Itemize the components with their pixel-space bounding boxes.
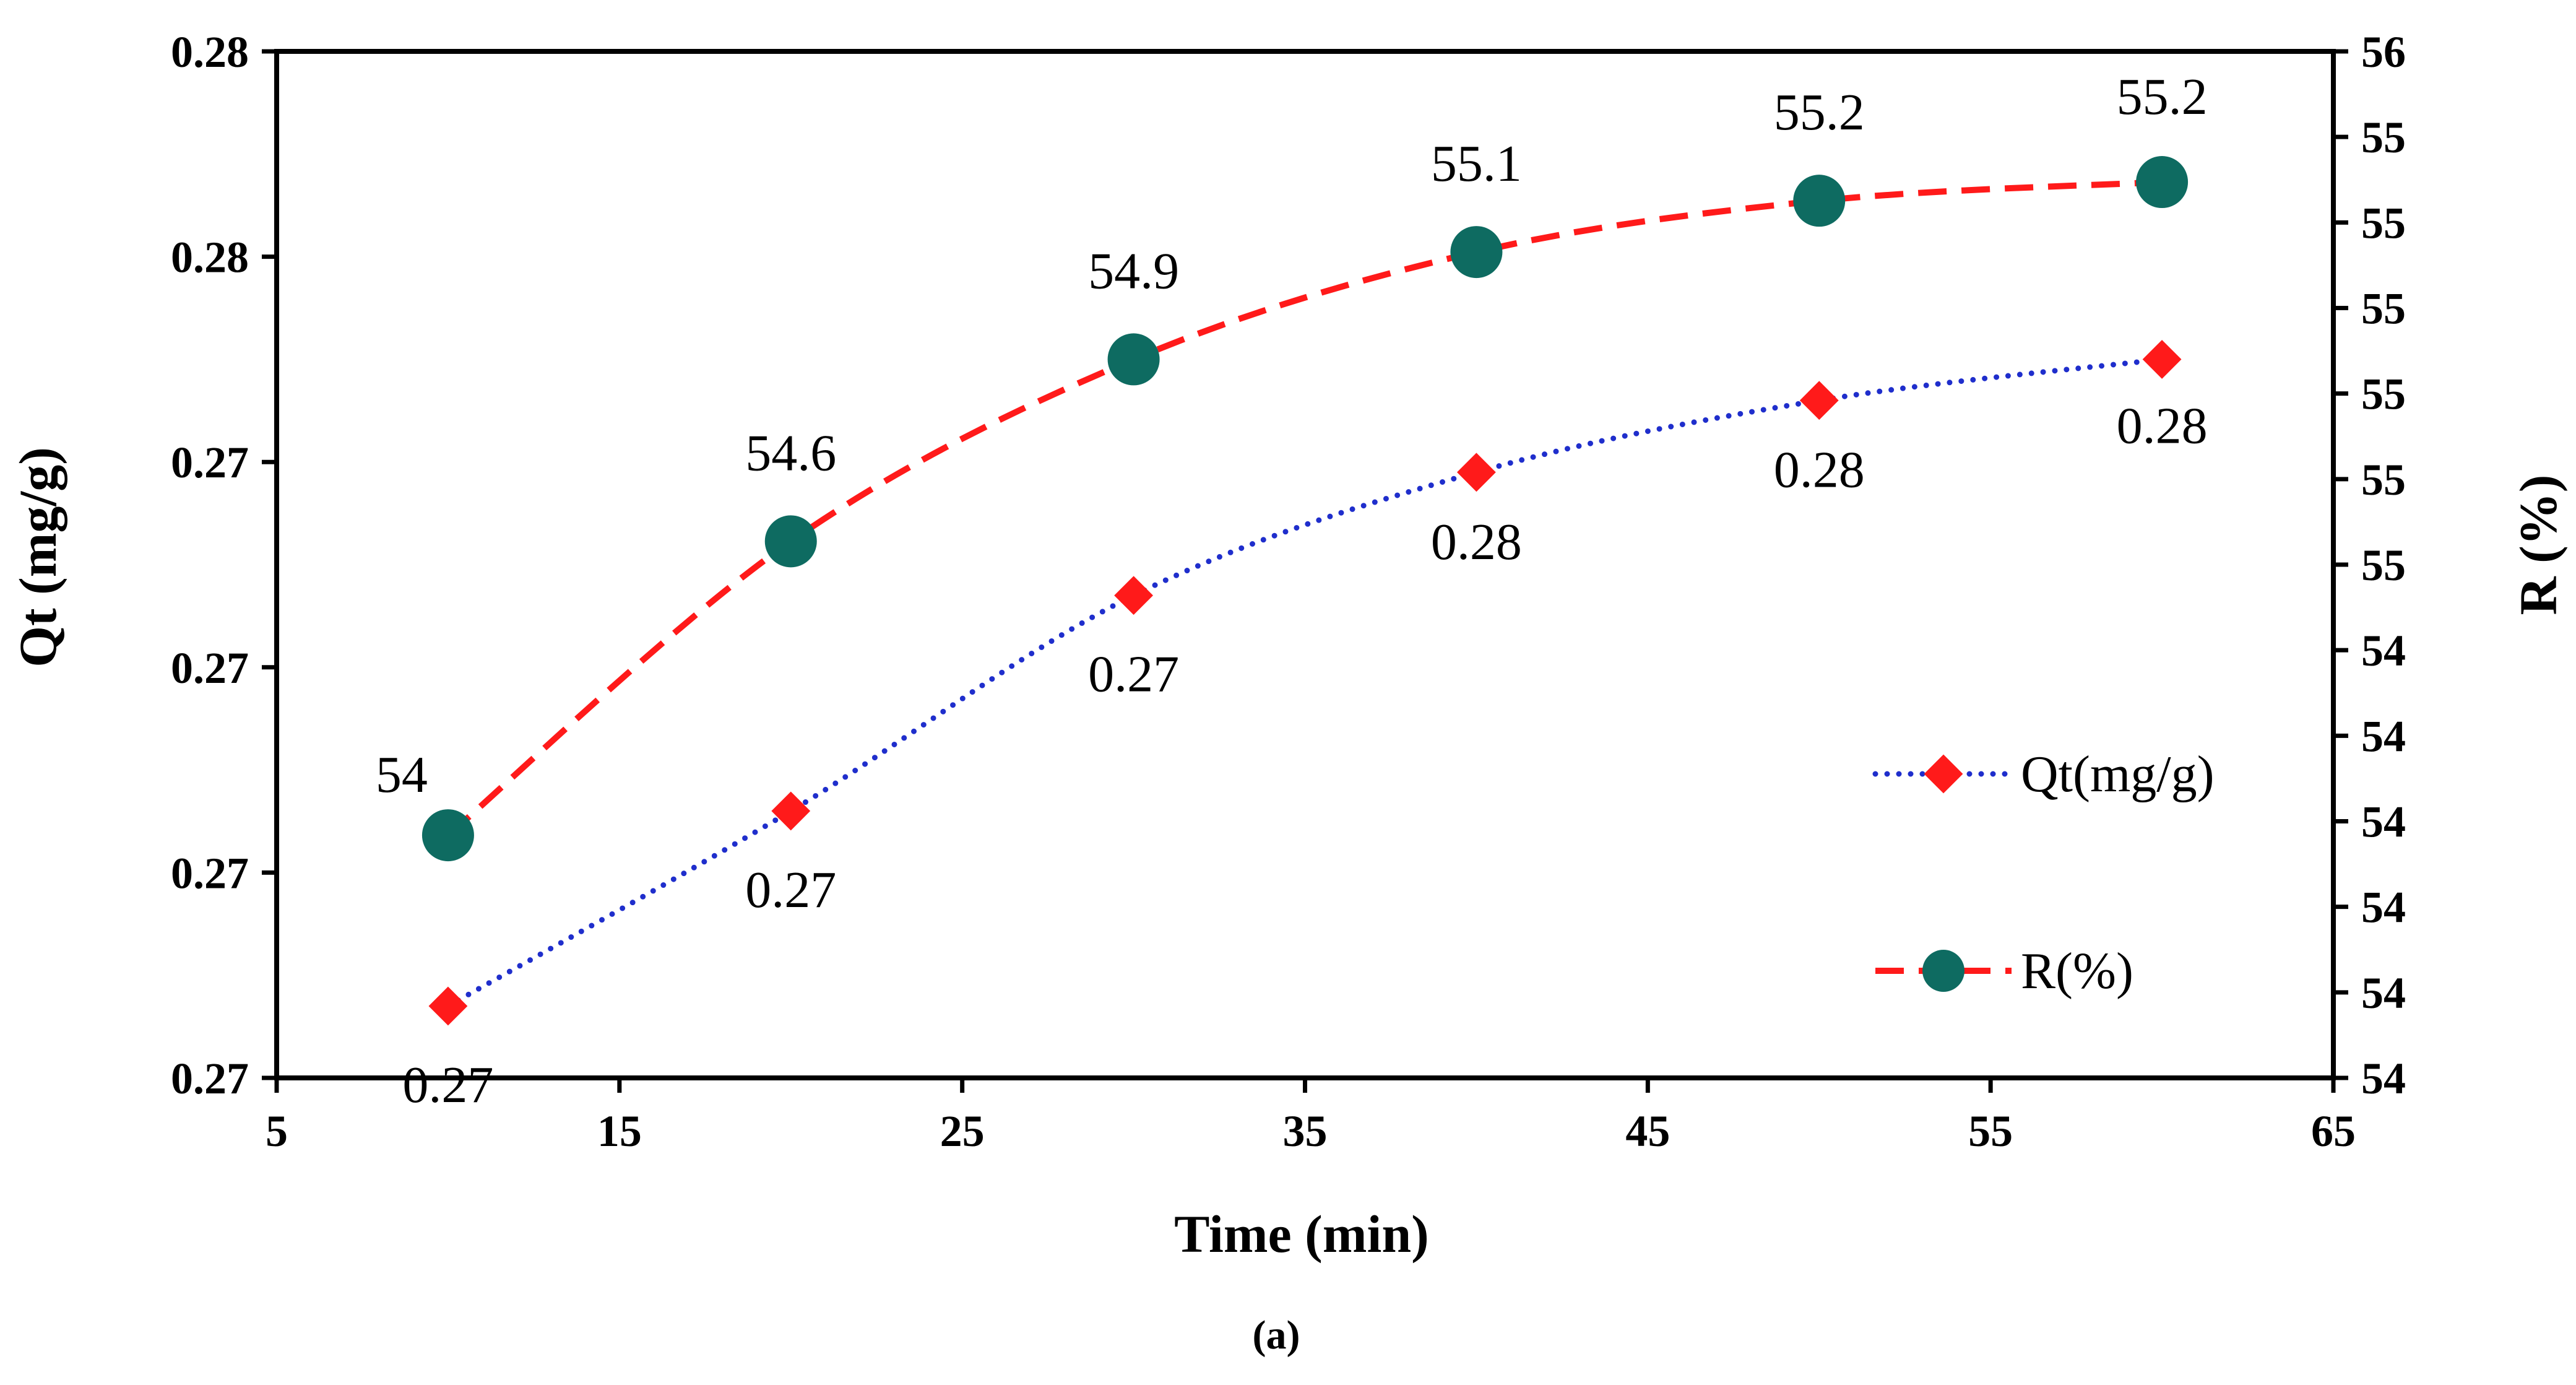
r-data-label: 55.2 [1774,84,1865,141]
y-axis-right-title: R (%) [2509,475,2568,615]
qt-data-label: 0.28 [1431,513,1522,571]
r-data-point [1450,226,1503,279]
y-right-tick-label: 55 [2361,284,2406,334]
qt-data-point [428,986,468,1026]
y-right-tick-label: 55 [2361,541,2406,590]
plot-area-frame [274,49,2336,1080]
y-left-tick-label: 0.27 [171,438,249,487]
y-right-tick-label: 54 [2361,711,2406,761]
x-tick-label: 45 [1625,1106,1670,1156]
figure-caption: (a) [1253,1313,1300,1358]
legend-label-r: R(%) [2021,942,2133,1000]
qt-data-point [1799,381,1839,420]
r-data-label: 54.9 [1088,242,1179,300]
y-right-tick-label: 55 [2361,198,2406,248]
y-axis-left-title: Qt (mg/g) [8,447,67,667]
qt-data-point [1114,576,1153,615]
y-left-tick-label: 0.27 [171,1054,249,1103]
x-tick-label: 35 [1283,1106,1328,1156]
y-right-tick-label: 54 [2361,968,2406,1018]
x-axis-title: Time (min) [1174,1204,1429,1264]
x-tick-label: 25 [940,1106,985,1156]
x-tick-label: 65 [2311,1106,2356,1156]
qt-data-label: 0.27 [745,861,836,919]
r-data-label: 55.1 [1431,135,1522,193]
y-right-tick-label: 54 [2361,883,2406,932]
r-data-point [1107,333,1160,386]
y-right-tick-label: 55 [2361,455,2406,505]
y-left-tick-label: 0.27 [171,643,249,693]
y-left-tick-label: 0.28 [171,27,249,77]
y-right-tick-label: 54 [2361,626,2406,675]
y-left-tick-label: 0.28 [171,233,249,282]
qt-data-point [2142,339,2182,379]
series-line-r [446,179,2163,838]
x-tick-label: 55 [1968,1106,2013,1156]
y-right-tick-label: 54 [2361,797,2406,847]
qt-data-point [771,791,811,831]
r-data-label: 54.6 [745,424,836,482]
r-data-point [2136,156,2189,209]
y-right-tick-label: 54 [2361,1054,2406,1103]
qt-data-label: 0.28 [1774,441,1865,499]
qt-data-label: 0.27 [402,1056,493,1114]
y-left-tick-label: 0.27 [171,848,249,898]
qt-data-point [1457,453,1496,492]
legend-marker-r [1922,950,1964,992]
y-right-tick-label: 56 [2361,27,2406,77]
series-line-qt [445,356,2165,1009]
legend-label-qt: Qt(mg/g) [2021,745,2215,803]
x-tick-label: 15 [597,1106,642,1156]
legend-marker-qt [1924,754,1963,794]
r-data-point [1793,175,1846,227]
r-data-point [764,515,817,568]
qt-data-label: 0.27 [1088,646,1179,703]
y-right-tick-label: 55 [2361,113,2406,162]
y-right-tick-label: 55 [2361,370,2406,419]
r-data-point [421,809,474,862]
x-tick-label: 5 [266,1106,288,1156]
r-data-label: 55.2 [2117,68,2208,126]
qt-data-label: 0.28 [2117,397,2208,454]
r-data-label: 54 [376,746,428,804]
